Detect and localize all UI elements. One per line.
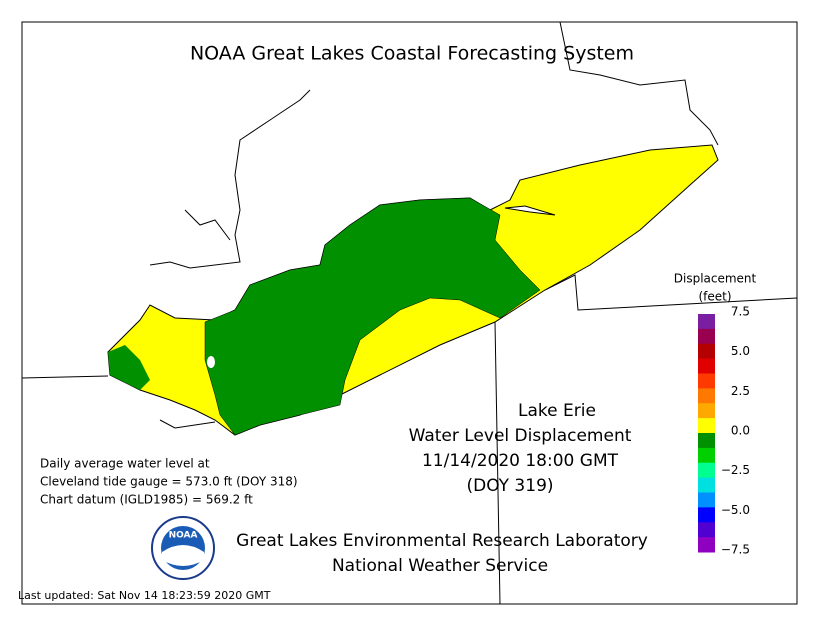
color-band: [698, 447, 715, 464]
island: [207, 356, 215, 368]
color-band: [698, 403, 715, 419]
legend-unit: (feet): [698, 290, 731, 304]
note: Daily average water level at: [40, 457, 210, 471]
color-band: [698, 537, 715, 553]
legend-tick-label: 7.5: [731, 305, 750, 319]
valid-time: 11/14/2020 18:00 GMT: [422, 451, 619, 471]
legend-tick-label: 5.0: [731, 344, 750, 358]
color-band: [698, 373, 715, 389]
color-band: [698, 343, 715, 360]
color-band: [698, 507, 715, 523]
peninsula: [504, 205, 556, 216]
doy: (DOY 319): [466, 476, 553, 496]
color-band: [698, 522, 715, 538]
color-band: [698, 433, 715, 449]
lake-name: Lake Erie: [518, 401, 596, 421]
color-band: [698, 492, 715, 508]
legend-title: Displacement: [674, 272, 757, 286]
product: Water Level Displacement: [409, 426, 632, 446]
title: NOAA Great Lakes Coastal Forecasting Sys…: [190, 43, 634, 65]
color-band: [698, 358, 715, 374]
legend-tick-label: −5.0: [721, 503, 750, 517]
color-band: [698, 314, 715, 330]
legend-tick-label: −2.5: [721, 463, 750, 477]
agency: National Weather Service: [332, 556, 548, 576]
color-band: [698, 388, 715, 404]
lab-name: Great Lakes Environmental Research Labor…: [236, 531, 648, 551]
last-updated: Last updated: Sat Nov 14 18:23:59 2020 G…: [18, 589, 271, 602]
color-band: [698, 477, 715, 493]
color-band: [698, 462, 715, 479]
color-band: [698, 328, 715, 345]
lake-green-central: [204, 197, 541, 436]
note: Cleveland tide gauge = 573.0 ft (DOY 318…: [40, 475, 298, 489]
logo-text: NOAA: [169, 531, 198, 541]
boundaries: [21, 21, 798, 605]
color-band: [698, 418, 715, 434]
legend-tick-label: 0.0: [731, 424, 750, 438]
lake-green-west: [108, 345, 150, 390]
colorbar: 7.5 5.0 2.5 0.0 −2.5 −5.0 −7.5: [698, 305, 750, 557]
legend-tick-label: 2.5: [731, 384, 750, 398]
legend-tick-label: −7.5: [721, 543, 750, 557]
note: Chart datum (IGLD1985) = 569.2 ft: [40, 493, 253, 507]
logo-bird: [162, 545, 204, 566]
